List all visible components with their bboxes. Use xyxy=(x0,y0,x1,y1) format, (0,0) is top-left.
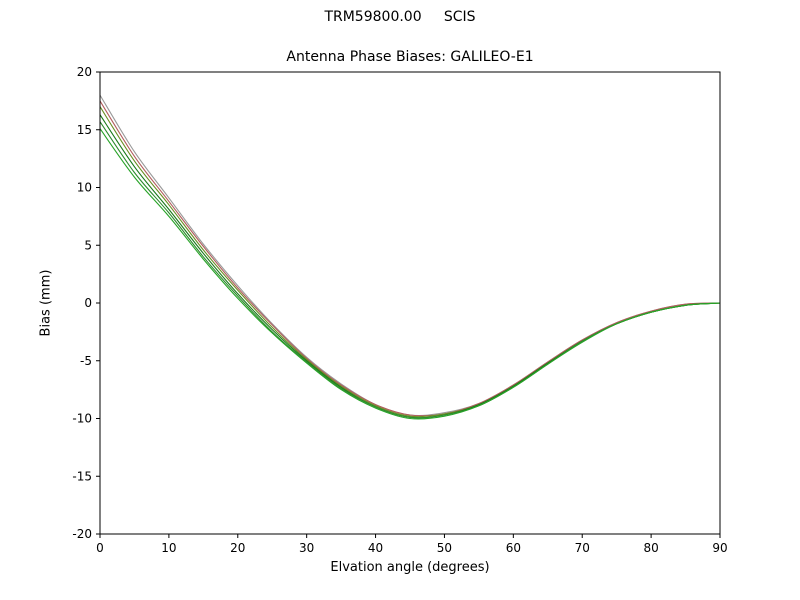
x-tick-label: 80 xyxy=(643,541,658,555)
y-tick-label: 15 xyxy=(77,123,92,137)
y-tick-label: -20 xyxy=(72,527,92,541)
axes-title: Antenna Phase Biases: GALILEO-E1 xyxy=(286,49,534,65)
y-tick-label: 5 xyxy=(84,238,92,252)
y-tick-label: 20 xyxy=(77,65,92,79)
plot-line-3 xyxy=(99,106,721,418)
y-tick-label: 10 xyxy=(77,181,92,195)
y-tick-label: -5 xyxy=(80,354,92,368)
plot-line-4 xyxy=(99,114,721,419)
x-tick-label: 20 xyxy=(230,541,245,555)
x-tick-label: 90 xyxy=(712,541,727,555)
y-tick-label: -10 xyxy=(72,412,92,426)
y-tick-label: 0 xyxy=(84,296,92,310)
plot-line-6 xyxy=(99,128,721,420)
x-tick-label: 40 xyxy=(368,541,383,555)
x-tick-label: 70 xyxy=(575,541,590,555)
figure-suptitle: TRM59800.00 SCIS xyxy=(324,9,476,25)
y-axis-label: Bias (mm) xyxy=(38,269,54,337)
plot-line-1 xyxy=(99,94,721,417)
x-tick-label: 60 xyxy=(506,541,521,555)
y-tick-label: -15 xyxy=(72,469,92,483)
plot-line-2 xyxy=(99,100,721,417)
x-tick-label: 10 xyxy=(161,541,176,555)
plot-layer: 0 10 20 30 40 50 60 70 80 90 -20 -15 -10 -5 0 5 10 15 20 xyxy=(72,65,727,555)
x-tick-label: 50 xyxy=(437,541,452,555)
x-tick-label: 0 xyxy=(96,541,104,555)
axes-frame xyxy=(99,71,721,535)
x-axis-label: Elvation angle (degrees) xyxy=(330,560,490,575)
plot-line-5 xyxy=(99,121,721,419)
x-tick-label: 30 xyxy=(299,541,314,555)
